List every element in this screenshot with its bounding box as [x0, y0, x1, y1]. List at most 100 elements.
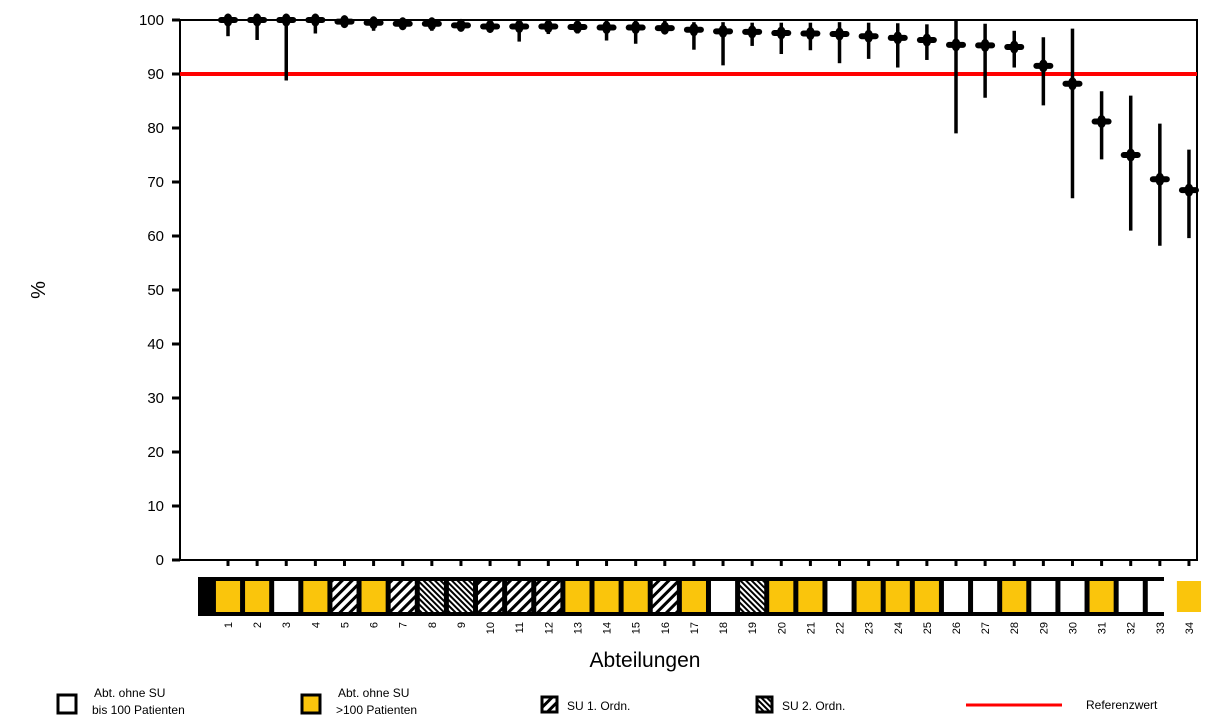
- category-cell: [769, 581, 794, 612]
- category-cell: [448, 581, 474, 612]
- category-cell: [1031, 581, 1056, 612]
- y-tick-label: 30: [147, 390, 164, 407]
- category-cell: [274, 581, 299, 612]
- category-cell: [536, 581, 561, 612]
- category-cell: [1002, 581, 1027, 612]
- data-points: [218, 13, 1199, 246]
- x-tick-label: 29: [1038, 622, 1050, 634]
- category-cell: [681, 581, 706, 612]
- category-cell: [1147, 581, 1172, 612]
- data-point: [572, 20, 582, 34]
- y-tick-label: 50: [147, 282, 164, 299]
- data-point: [543, 19, 553, 33]
- y-tick-label: 70: [147, 174, 164, 191]
- x-tick-label: 33: [1155, 622, 1167, 634]
- x-tick-label: 32: [1126, 622, 1138, 634]
- legend-label: SU 1. Ordn.: [567, 699, 630, 713]
- x-tick-label: 14: [602, 622, 614, 634]
- legend-label: bis 100 Patienten: [92, 703, 185, 717]
- category-cell: [973, 581, 998, 612]
- category-cell: [1118, 581, 1143, 612]
- legend-item: Referenzwert: [966, 698, 1158, 712]
- category-cell: [1060, 581, 1085, 612]
- x-axis-label: Abteilungen: [590, 649, 701, 672]
- x-tick-label: 23: [864, 622, 876, 634]
- category-cell: [594, 581, 619, 612]
- data-point: [339, 15, 349, 29]
- x-tick-label: 28: [1009, 622, 1021, 634]
- data-point: [951, 38, 961, 52]
- data-point: [1184, 183, 1194, 197]
- legend-label: SU 2. Ordn.: [782, 699, 845, 713]
- category-cell: [885, 581, 910, 612]
- category-cell: [943, 581, 969, 612]
- legend-swatch: [56, 693, 78, 715]
- x-tick-label: 30: [1067, 622, 1079, 634]
- category-labels: 1 2 3 4 5 6 7 8 9 10 11 12 13 14 15 16 17 18 19 20 21 22 23 24 2…: [223, 622, 1196, 634]
- x-tick-label: 16: [660, 622, 672, 634]
- y-tick-label: 60: [147, 228, 164, 245]
- y-tick-label: 80: [147, 120, 164, 137]
- category-cell: [332, 581, 357, 612]
- x-tick-label: 18: [718, 622, 730, 634]
- category-cell: [507, 581, 532, 612]
- y-tick-label: 0: [156, 552, 164, 569]
- data-point: [718, 24, 728, 38]
- x-tick-label: 4: [310, 622, 322, 628]
- legend-item: Abt. ohne SU bis 100 Patienten: [56, 686, 185, 717]
- legend-label: Abt. ohne SU: [338, 686, 409, 700]
- x-tick-label: 21: [805, 622, 817, 634]
- legend-label: >100 Patienten: [336, 703, 417, 717]
- data-point: [456, 18, 466, 32]
- data-point: [514, 19, 524, 33]
- category-cell: [478, 581, 503, 612]
- x-tick-label: 3: [281, 622, 293, 628]
- data-point: [980, 38, 990, 52]
- category-cell: [215, 581, 241, 612]
- x-tick-label: 12: [543, 622, 555, 634]
- x-tick-label: 24: [893, 622, 905, 634]
- legend-swatch: [300, 693, 322, 715]
- y-tick-label: 20: [147, 444, 164, 461]
- data-point: [631, 21, 641, 35]
- x-tick-label: 7: [398, 622, 410, 628]
- category-cell: [856, 581, 881, 612]
- data-point: [864, 29, 874, 43]
- x-tick-label: 26: [951, 622, 963, 634]
- y-axis: 0 10 20 30 40 50 60 70 80 90 100: [139, 12, 180, 569]
- y-axis-label: %: [28, 281, 50, 299]
- legend-swatch: [755, 695, 774, 714]
- category-cell: [710, 581, 736, 612]
- y-tick-label: 100: [139, 12, 164, 29]
- x-tick-label: 1: [223, 622, 235, 628]
- category-cell: [798, 581, 823, 612]
- x-tick-label: 13: [572, 622, 584, 634]
- category-cell: [303, 581, 328, 612]
- data-point: [398, 17, 408, 31]
- y-tick-label: 90: [147, 66, 164, 83]
- category-cell: [390, 581, 415, 612]
- legend-label: Referenzwert: [1086, 698, 1158, 712]
- data-point: [1097, 115, 1107, 129]
- data-point: [369, 16, 379, 30]
- legend-label: Abt. ohne SU: [94, 686, 165, 700]
- x-tick-label: 17: [689, 622, 701, 634]
- data-point: [805, 27, 815, 40]
- category-cell: [565, 581, 590, 612]
- category-cell: [623, 581, 648, 612]
- legend-item: Abt. ohne SU >100 Patienten: [300, 686, 417, 717]
- category-cell: [914, 581, 939, 612]
- category-cell: [361, 581, 386, 612]
- data-point: [1155, 172, 1165, 186]
- category-cell: [1089, 581, 1114, 612]
- x-tick-label: 22: [835, 622, 847, 634]
- data-point: [252, 13, 262, 27]
- x-tick-label: 9: [456, 622, 468, 628]
- legend-swatch: [540, 695, 559, 714]
- x-tick-label: 2: [252, 622, 264, 628]
- x-tick-label: 5: [339, 622, 351, 628]
- category-cell: [1176, 581, 1202, 612]
- x-tick-label: 11: [514, 622, 526, 633]
